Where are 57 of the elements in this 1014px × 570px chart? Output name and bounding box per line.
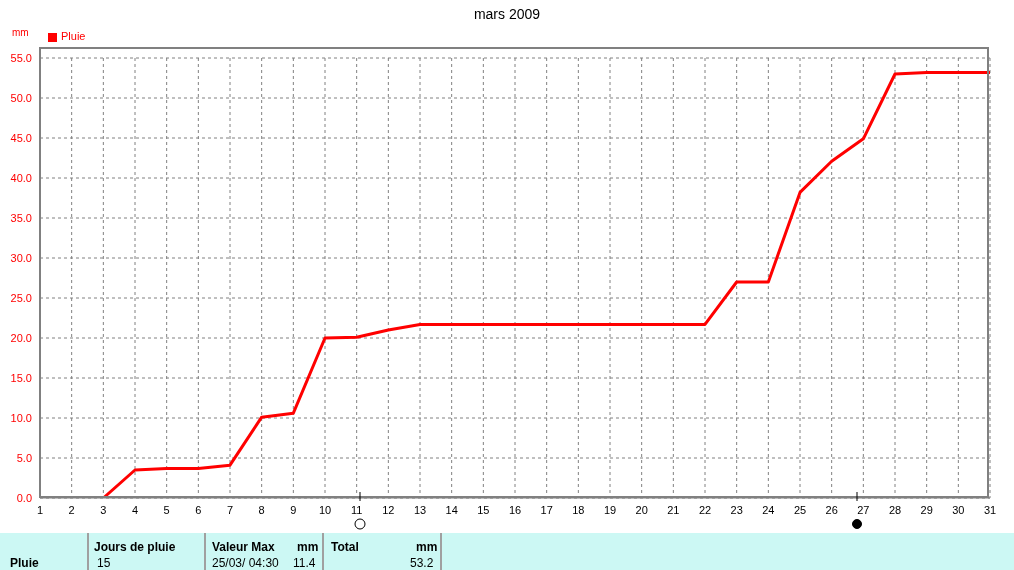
x-tick-label: 22 <box>698 503 712 516</box>
x-tick-label: 28 <box>888 503 902 516</box>
chart-title: mars 2009 <box>472 6 542 22</box>
x-tick-label: 11 <box>350 503 363 516</box>
x-tick-label: 21 <box>667 503 680 516</box>
y-tick-label: 55.0 <box>10 51 32 64</box>
x-tick-label: 29 <box>920 503 933 516</box>
y-tick-label: 15.0 <box>10 371 32 384</box>
x-tick-label: 2 <box>68 503 75 516</box>
x-tick-label: 8 <box>258 503 265 516</box>
text: 53.2 <box>410 556 434 570</box>
text: Valeur Max <box>212 540 275 554</box>
text: 11.4 <box>293 556 316 570</box>
text: mm <box>297 540 319 554</box>
x-tick-label: 14 <box>445 503 458 516</box>
x-tick-label: 24 <box>762 503 775 516</box>
y-tick-label: 40.0 <box>10 171 32 184</box>
text: Total <box>331 540 359 554</box>
text: Jours de pluie <box>94 540 176 554</box>
x-tick-label: 12 <box>382 503 395 516</box>
x-tick-label: 27 <box>857 503 870 516</box>
text: Pluie <box>10 556 39 570</box>
x-tick-label: 23 <box>730 503 743 516</box>
x-tick-label: 17 <box>540 503 553 516</box>
x-tick-label: 30 <box>952 503 965 516</box>
text: 15 <box>97 556 111 570</box>
x-tick-label: 26 <box>825 503 838 516</box>
x-tick-label: 9 <box>290 503 297 516</box>
legend-label: Pluie <box>61 30 86 42</box>
x-tick-label: 10 <box>318 503 332 516</box>
x-tick-label: 15 <box>477 503 490 516</box>
x-tick-label: 3 <box>100 503 107 516</box>
x-tick-label: 7 <box>226 503 234 516</box>
y-tick-label: 30.0 <box>10 251 32 264</box>
x-tick-label: 16 <box>508 503 522 516</box>
text: 25/03/ 04:30 <box>212 556 279 570</box>
x-tick-label: 20 <box>635 503 648 516</box>
y-tick-label: 0.0 <box>16 491 32 504</box>
y-tick-label: 10.0 <box>10 411 32 424</box>
x-tick-label: 13 <box>413 503 427 516</box>
x-tick-label: 31 <box>983 503 997 516</box>
x-tick-label: 6 <box>195 503 202 516</box>
y-tick-label: 50.0 <box>10 91 32 104</box>
x-tick-label: 5 <box>163 503 170 516</box>
x-tick-label: 19 <box>603 503 617 516</box>
x-tick-label: 25 <box>793 503 807 516</box>
y-tick-label: 45.0 <box>10 131 32 144</box>
x-tick-label: 1 <box>36 503 44 516</box>
x-tick-label: 4 <box>131 503 139 516</box>
y-tick-label: 25.0 <box>10 291 32 304</box>
line-series <box>101 70 990 498</box>
text: mm <box>416 540 438 554</box>
y-tick-label: 5.0 <box>16 451 32 464</box>
y-tick-label: 35.0 <box>10 211 32 224</box>
x-tick-label: 18 <box>572 503 585 516</box>
y-tick-label: 20.0 <box>10 331 32 344</box>
y-axis-title: mm <box>12 27 29 38</box>
